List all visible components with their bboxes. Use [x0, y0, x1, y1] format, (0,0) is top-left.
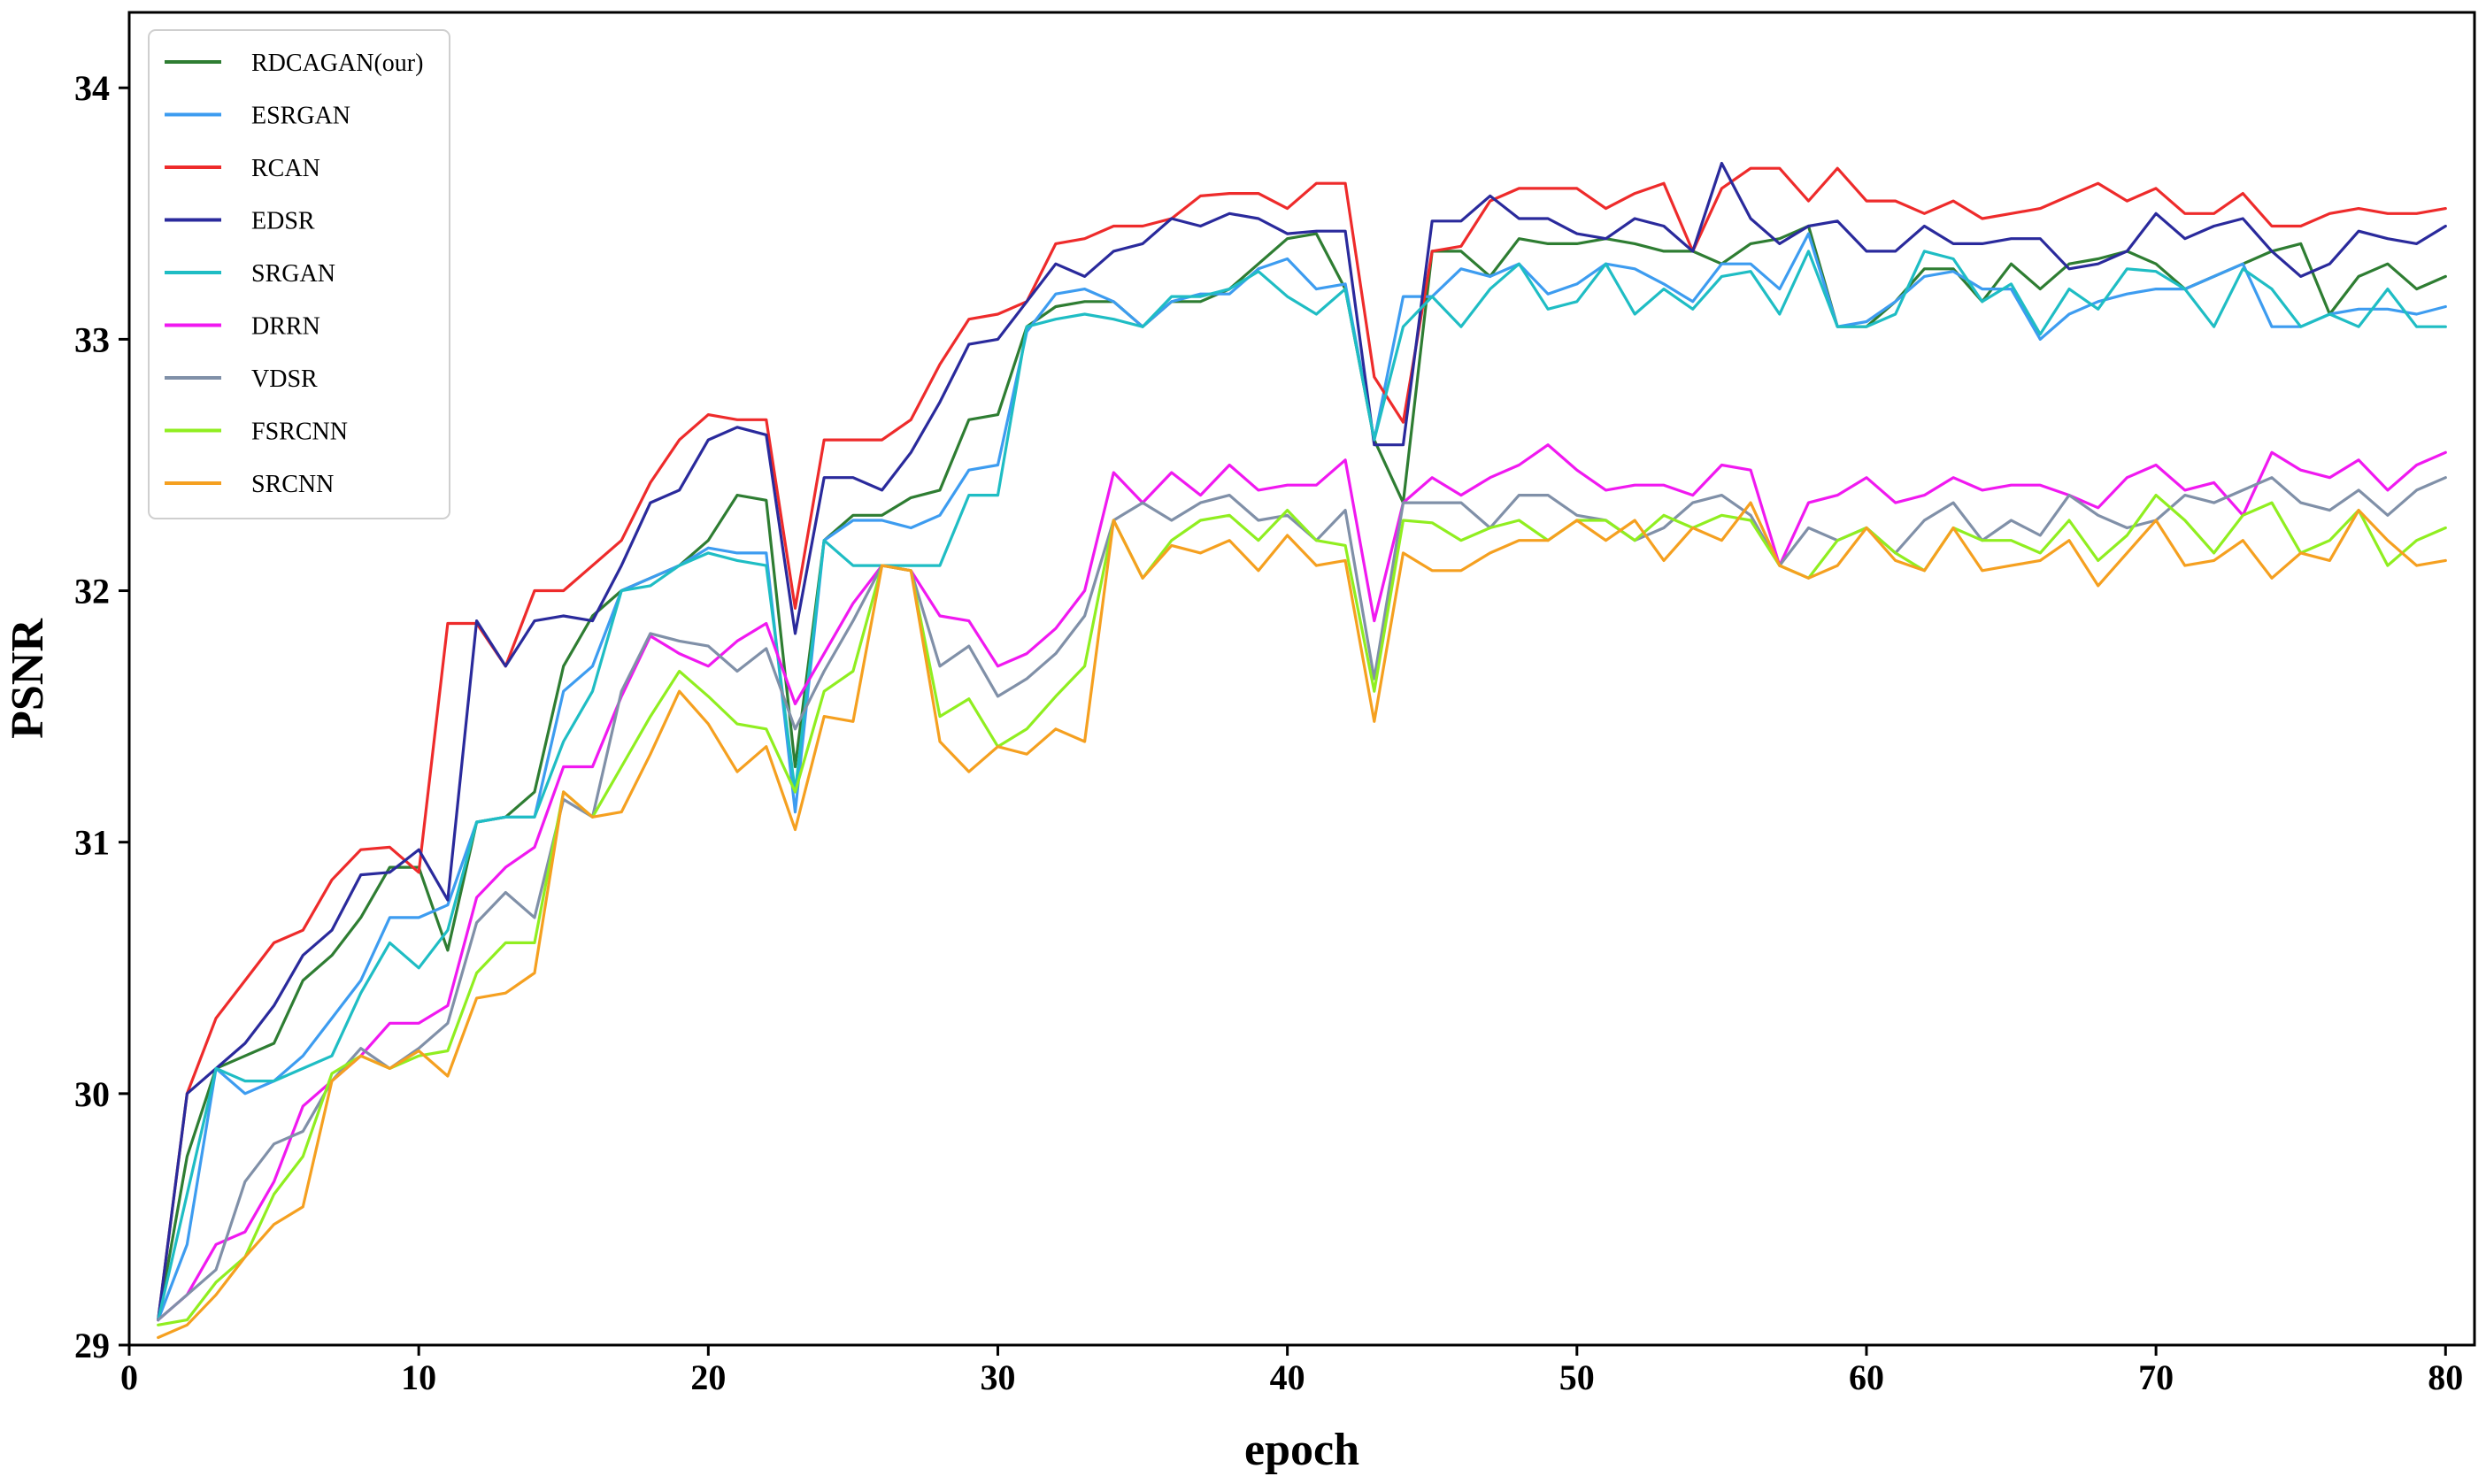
x-tick-label: 0: [120, 1357, 138, 1397]
plot-frame: [127, 11, 2476, 1347]
series-line-7: [157, 493, 2447, 1326]
legend-label-4: SRGAN: [251, 260, 335, 288]
series-line-2: [157, 166, 2447, 1322]
series-line-5: [157, 443, 2447, 1322]
series-line-8: [157, 501, 2447, 1340]
y-tick-label: 33: [74, 319, 110, 359]
legend-label-5: DRRN: [251, 313, 320, 341]
x-tick-label: 50: [1559, 1357, 1595, 1397]
y-tick-label: 32: [74, 572, 110, 611]
x-axis-label: epoch: [1244, 1425, 1359, 1475]
legend-label-2: RCAN: [251, 155, 320, 182]
legend: RDCAGAN(our) ESRGAN RCAN EDSR SRGAN DRRN VDSR F…: [148, 29, 450, 519]
legend-label-1: ESRGAN: [251, 103, 350, 130]
legend-label-7: FSRCNN: [251, 419, 348, 446]
series-line-3: [157, 161, 2447, 1322]
x-tick-label: 10: [401, 1357, 436, 1397]
y-axis-ticks: 29 30 31 32 33 34: [74, 68, 129, 1365]
legend-label-8: SRCNN: [251, 471, 334, 498]
y-axis-label: PSNR: [3, 618, 53, 739]
x-tick-label: 40: [1270, 1357, 1305, 1397]
y-tick-label: 29: [74, 1326, 110, 1365]
x-tick-label: 70: [2138, 1357, 2174, 1397]
series-line-0: [157, 224, 2447, 1322]
x-axis-ticks: 0 10 20 30 40 50 60 70 80: [120, 1345, 2463, 1397]
series-line-6: [157, 476, 2447, 1322]
series-lines: [157, 161, 2447, 1340]
y-tick-label: 34: [74, 68, 110, 108]
legend-label-0: RDCAGAN(our): [251, 50, 423, 77]
x-tick-label: 20: [690, 1357, 726, 1397]
x-tick-label: 60: [1849, 1357, 1884, 1397]
legend-box: [148, 29, 450, 519]
legend-label-3: EDSR: [251, 208, 315, 235]
legend-label-6: VDSR: [251, 365, 318, 393]
y-tick-label: 30: [74, 1074, 110, 1114]
series-line-4: [157, 250, 2447, 1322]
series-line-1: [157, 232, 2447, 1322]
x-tick-label: 80: [2428, 1357, 2463, 1397]
x-tick-label: 30: [980, 1357, 1015, 1397]
y-tick-label: 31: [74, 823, 110, 863]
